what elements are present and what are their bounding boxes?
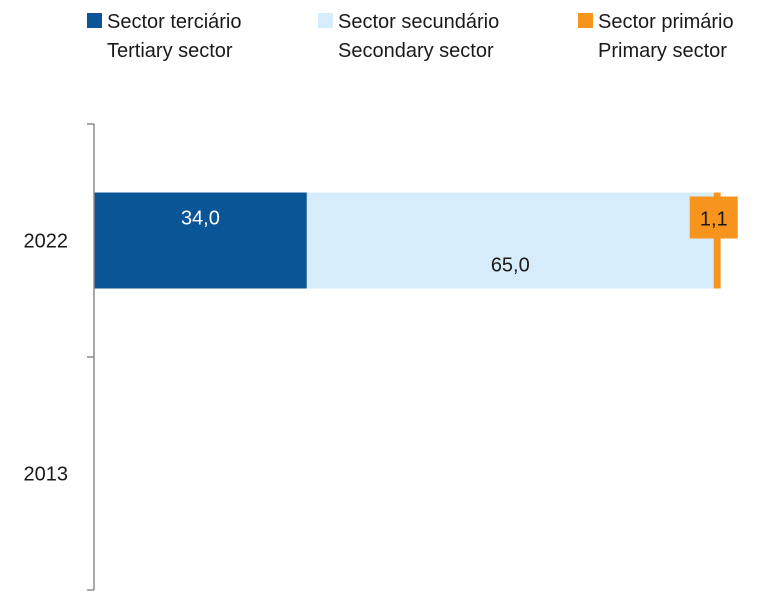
legend-label-tertiary-pt: Sector terciário (107, 11, 242, 33)
bar-2022-series-1 (306, 192, 714, 289)
data-label-2022-series-0: 34,0 (181, 208, 220, 230)
legend-label-tertiary-en: Tertiary sector (107, 40, 233, 62)
legend-label-primary-en: Primary sector (598, 40, 727, 62)
y-tick-label-2013: 2013 (24, 464, 69, 486)
legend-label-primary-pt: Sector primário (598, 11, 734, 33)
legend-swatch-tertiary (87, 13, 102, 28)
legend-swatch-secondary (318, 13, 333, 28)
y-tick-label-2022: 2022 (24, 231, 69, 253)
legend-label-secondary-pt: Sector secundário (338, 11, 500, 33)
legend-item-primary: Sector primário Primary sector (578, 8, 734, 66)
data-label-2022-series-1: 65,0 (491, 255, 530, 277)
data-label-2022-series-2: 1,1 (700, 209, 728, 231)
bar-2022-series-0 (94, 192, 307, 289)
legend-swatch-primary (578, 13, 593, 28)
legend-item-secondary: Sector secundário Secondary sector (318, 8, 499, 66)
legend-item-tertiary: Sector terciário Tertiary sector (87, 8, 242, 66)
data-label-box-2022-series-2 (689, 196, 738, 239)
legend-label-secondary-en: Secondary sector (338, 40, 494, 62)
bar-2022-series-2 (713, 192, 721, 289)
chart-legend: Sector terciário Tertiary sector Sector … (0, 8, 769, 78)
